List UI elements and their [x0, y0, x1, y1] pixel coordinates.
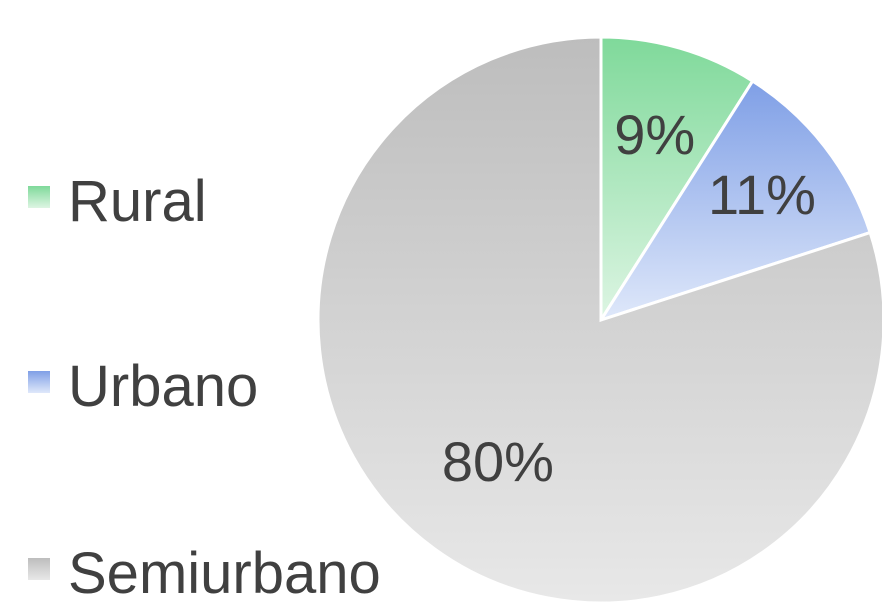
legend-item-rural: Rural [28, 169, 207, 234]
legend-swatch-urbano [28, 371, 50, 393]
legend: Rural Urbano Semiurbano [28, 169, 381, 606]
pie-slice-rural [599, 35, 755, 326]
legend-swatch-rural [28, 186, 50, 208]
pie-slice-urbano [597, 78, 873, 323]
pie-slice-semiurbano [316, 35, 882, 605]
data-labels: 9%11% 80% [442, 103, 816, 493]
legend-item-urbano: Urbano [28, 354, 258, 419]
data-label-semiurbano: 80% [442, 430, 554, 493]
legend-swatch-semiurbano [28, 558, 50, 580]
legend-label-rural: Rural [68, 169, 207, 234]
legend-label-semiurbano: Semiurbano [68, 541, 381, 603]
pie-slices [316, 35, 882, 605]
legend-item-semiurbano: Semiurbano [28, 541, 381, 606]
data-label-urbano: 11% [708, 163, 816, 226]
data-label-rural: 9% [614, 103, 695, 166]
legend-label-urbano: Urbano [68, 354, 258, 419]
